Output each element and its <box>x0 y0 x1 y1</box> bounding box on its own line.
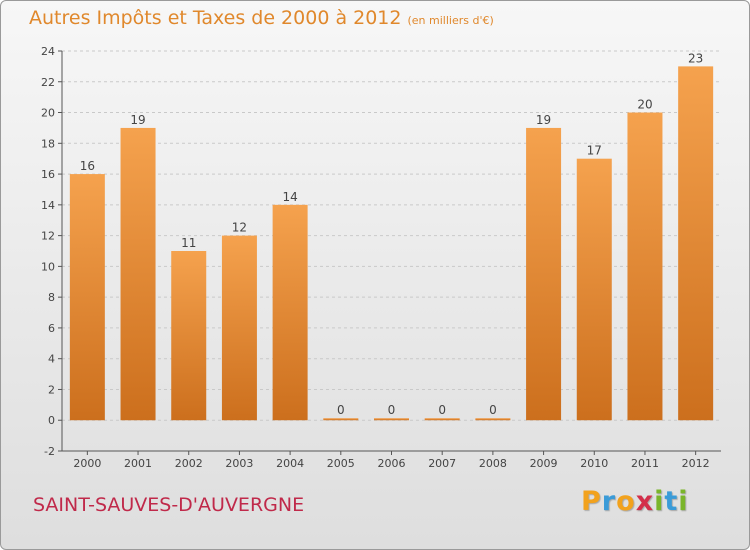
chart-title: Autres Impôts et Taxes de 2000 à 2012 (en… <box>29 7 494 29</box>
x-tick-label-2007: 2007 <box>428 457 456 470</box>
logo-letter: x <box>635 486 655 517</box>
y-tick-label: 18 <box>41 137 55 150</box>
y-tick-label: 4 <box>48 353 55 366</box>
data-label-2004: 14 <box>282 190 297 204</box>
bar-2000 <box>69 174 105 421</box>
x-tick-label-2003: 2003 <box>225 457 253 470</box>
y-tick-label: 12 <box>41 230 55 243</box>
x-tick-label-2004: 2004 <box>276 457 304 470</box>
x-tick-label-2005: 2005 <box>327 457 355 470</box>
data-label-2005: 0 <box>337 403 345 417</box>
y-tick-label: 22 <box>41 76 55 89</box>
y-tick-label: 8 <box>48 291 55 304</box>
x-tick-label-2010: 2010 <box>580 457 608 470</box>
y-tick-label: 20 <box>41 107 55 120</box>
logo-letter: o <box>616 486 636 517</box>
bar-2009 <box>526 127 562 421</box>
data-label-2003: 12 <box>232 221 247 235</box>
data-label-2002: 11 <box>181 236 196 250</box>
data-label-2007: 0 <box>438 403 446 417</box>
x-tick-label-2002: 2002 <box>175 457 203 470</box>
bar-2007 <box>424 418 460 421</box>
bar-2012 <box>678 66 714 421</box>
y-tick-label: 2 <box>48 383 55 396</box>
bar-2010 <box>576 158 612 421</box>
bar-2008 <box>475 418 511 421</box>
logo-letter: r <box>601 486 617 517</box>
y-tick-label: 16 <box>41 168 55 181</box>
bar-2011 <box>627 112 663 421</box>
x-tick-label-2008: 2008 <box>479 457 507 470</box>
y-tick-label: -2 <box>44 445 55 458</box>
bar-2005 <box>323 418 359 421</box>
y-tick-label: 14 <box>41 199 55 212</box>
data-label-2000: 16 <box>80 159 95 173</box>
data-label-2012: 23 <box>688 51 703 65</box>
y-tick-label: 0 <box>48 414 55 427</box>
logo-letter: P <box>581 486 602 517</box>
proxiti-logo: Proxiti <box>581 486 689 517</box>
bar-2001 <box>120 127 156 421</box>
y-tick-label: 10 <box>41 260 55 273</box>
x-tick-label-2006: 2006 <box>378 457 406 470</box>
x-tick-label-2001: 2001 <box>124 457 152 470</box>
x-tick-label-2000: 2000 <box>73 457 101 470</box>
y-tick-label: 6 <box>48 322 55 335</box>
x-tick-label-2012: 2012 <box>682 457 710 470</box>
data-label-2011: 20 <box>637 98 652 112</box>
data-label-2008: 0 <box>489 403 497 417</box>
x-tick-label-2009: 2009 <box>530 457 558 470</box>
x-tick-label-2011: 2011 <box>631 457 659 470</box>
bar-2002 <box>171 251 207 421</box>
data-label-2010: 17 <box>587 144 602 158</box>
commune-name: SAINT-SAUVES-D'AUVERGNE <box>33 494 305 516</box>
bar-2004 <box>272 204 308 421</box>
data-label-2006: 0 <box>388 403 396 417</box>
bar-2003 <box>221 235 257 421</box>
title-text: Autres Impôts et Taxes de 2000 à 2012 <box>29 7 402 29</box>
y-tick-label: 24 <box>41 45 55 58</box>
logo-letter: i <box>654 486 665 517</box>
data-label-2001: 19 <box>130 113 145 127</box>
logo-letter: i <box>678 486 689 517</box>
title-unit: (en milliers d'€) <box>407 14 494 27</box>
bar-2006 <box>374 418 409 421</box>
logo-letter: t <box>664 486 679 517</box>
data-label-2009: 19 <box>536 113 551 127</box>
